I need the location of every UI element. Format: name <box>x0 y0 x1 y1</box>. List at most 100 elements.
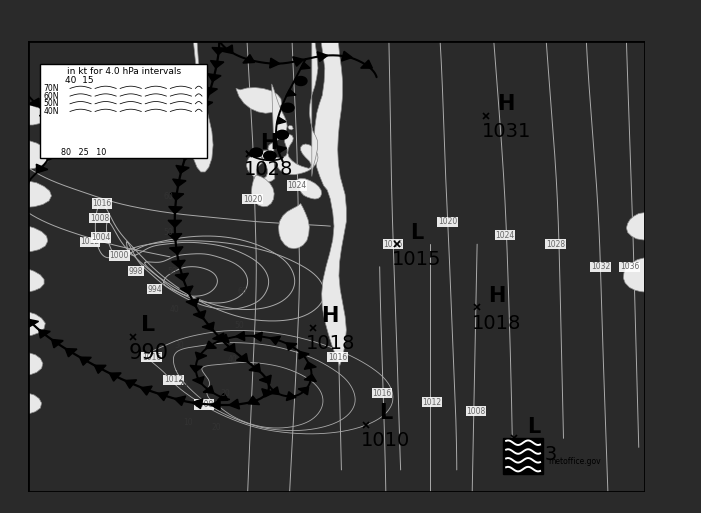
Polygon shape <box>36 164 48 173</box>
Text: 1016: 1016 <box>372 389 392 398</box>
Text: 40: 40 <box>228 355 238 364</box>
Text: 1012: 1012 <box>164 375 183 384</box>
Polygon shape <box>229 399 240 409</box>
Text: 30: 30 <box>221 389 231 398</box>
Text: 1036: 1036 <box>620 262 639 271</box>
Polygon shape <box>249 364 260 372</box>
Polygon shape <box>243 54 254 63</box>
Polygon shape <box>361 60 372 68</box>
Polygon shape <box>202 322 214 331</box>
Text: 60: 60 <box>238 287 247 296</box>
Polygon shape <box>252 175 274 207</box>
Text: 1012: 1012 <box>80 238 100 246</box>
Polygon shape <box>296 179 322 199</box>
Text: 1003: 1003 <box>509 445 559 464</box>
Polygon shape <box>277 117 286 124</box>
Polygon shape <box>236 331 245 341</box>
Polygon shape <box>212 333 224 342</box>
Circle shape <box>276 130 288 140</box>
Text: 1016: 1016 <box>328 352 347 362</box>
Text: 1032: 1032 <box>591 262 610 271</box>
Polygon shape <box>623 258 645 292</box>
Text: 1024: 1024 <box>496 231 515 240</box>
Text: 1008: 1008 <box>90 213 109 223</box>
Polygon shape <box>193 377 204 384</box>
Text: 1004: 1004 <box>91 233 111 242</box>
Polygon shape <box>65 349 77 357</box>
Polygon shape <box>236 88 282 113</box>
Text: L: L <box>410 223 423 243</box>
Polygon shape <box>39 330 50 338</box>
Text: 10: 10 <box>183 418 193 427</box>
Text: 80   25   10: 80 25 10 <box>62 148 107 157</box>
Text: H: H <box>498 94 515 114</box>
Polygon shape <box>158 391 169 401</box>
Polygon shape <box>170 247 183 254</box>
Text: 40: 40 <box>170 305 179 314</box>
Text: 50: 50 <box>167 267 177 276</box>
Text: 50N: 50N <box>43 100 59 108</box>
Text: 1031: 1031 <box>482 122 531 141</box>
Text: 20: 20 <box>179 380 189 389</box>
Polygon shape <box>80 357 91 365</box>
Polygon shape <box>224 344 236 352</box>
Polygon shape <box>236 353 248 362</box>
Polygon shape <box>253 332 262 341</box>
Polygon shape <box>28 181 51 207</box>
Polygon shape <box>287 126 293 130</box>
Text: L: L <box>379 404 393 423</box>
Polygon shape <box>192 399 203 409</box>
Text: 1008: 1008 <box>466 407 486 416</box>
Polygon shape <box>270 337 280 345</box>
Polygon shape <box>28 98 39 107</box>
Text: 1018: 1018 <box>306 334 355 353</box>
Text: 40  15: 40 15 <box>65 76 94 85</box>
FancyBboxPatch shape <box>41 64 207 159</box>
Polygon shape <box>207 74 221 82</box>
Text: 994: 994 <box>147 285 162 294</box>
Polygon shape <box>28 393 41 414</box>
Polygon shape <box>172 260 185 268</box>
Text: metoffice.gov: metoffice.gov <box>548 457 601 466</box>
Text: L: L <box>142 315 156 336</box>
Polygon shape <box>190 365 203 372</box>
Polygon shape <box>27 319 39 328</box>
Polygon shape <box>141 386 152 395</box>
Polygon shape <box>200 100 213 108</box>
Circle shape <box>294 76 307 86</box>
Polygon shape <box>298 387 308 395</box>
Polygon shape <box>293 57 304 66</box>
Polygon shape <box>196 352 207 360</box>
Polygon shape <box>341 51 352 61</box>
Polygon shape <box>222 45 233 53</box>
Text: 1016: 1016 <box>383 240 403 249</box>
FancyBboxPatch shape <box>503 438 543 473</box>
Polygon shape <box>317 52 328 62</box>
Polygon shape <box>168 220 182 227</box>
Polygon shape <box>186 299 199 307</box>
Polygon shape <box>217 393 228 401</box>
Polygon shape <box>49 140 63 147</box>
Polygon shape <box>175 273 189 281</box>
Polygon shape <box>210 61 224 68</box>
Polygon shape <box>261 389 274 397</box>
Text: 20: 20 <box>212 423 221 431</box>
Text: 1028: 1028 <box>244 160 293 179</box>
Text: 30: 30 <box>175 341 184 350</box>
Text: 990: 990 <box>128 343 168 363</box>
Polygon shape <box>299 351 309 359</box>
Text: 1028: 1028 <box>546 240 565 249</box>
Polygon shape <box>219 334 229 343</box>
Text: 1008: 1008 <box>194 400 214 409</box>
Text: 1012: 1012 <box>423 398 442 407</box>
Polygon shape <box>170 193 184 200</box>
Polygon shape <box>125 380 137 388</box>
Polygon shape <box>28 312 46 336</box>
Text: 1020: 1020 <box>438 217 457 226</box>
Text: 1018: 1018 <box>472 313 522 333</box>
Text: 60: 60 <box>164 192 174 201</box>
Polygon shape <box>95 365 106 373</box>
Polygon shape <box>206 341 217 348</box>
Polygon shape <box>175 396 186 405</box>
Polygon shape <box>286 89 296 96</box>
